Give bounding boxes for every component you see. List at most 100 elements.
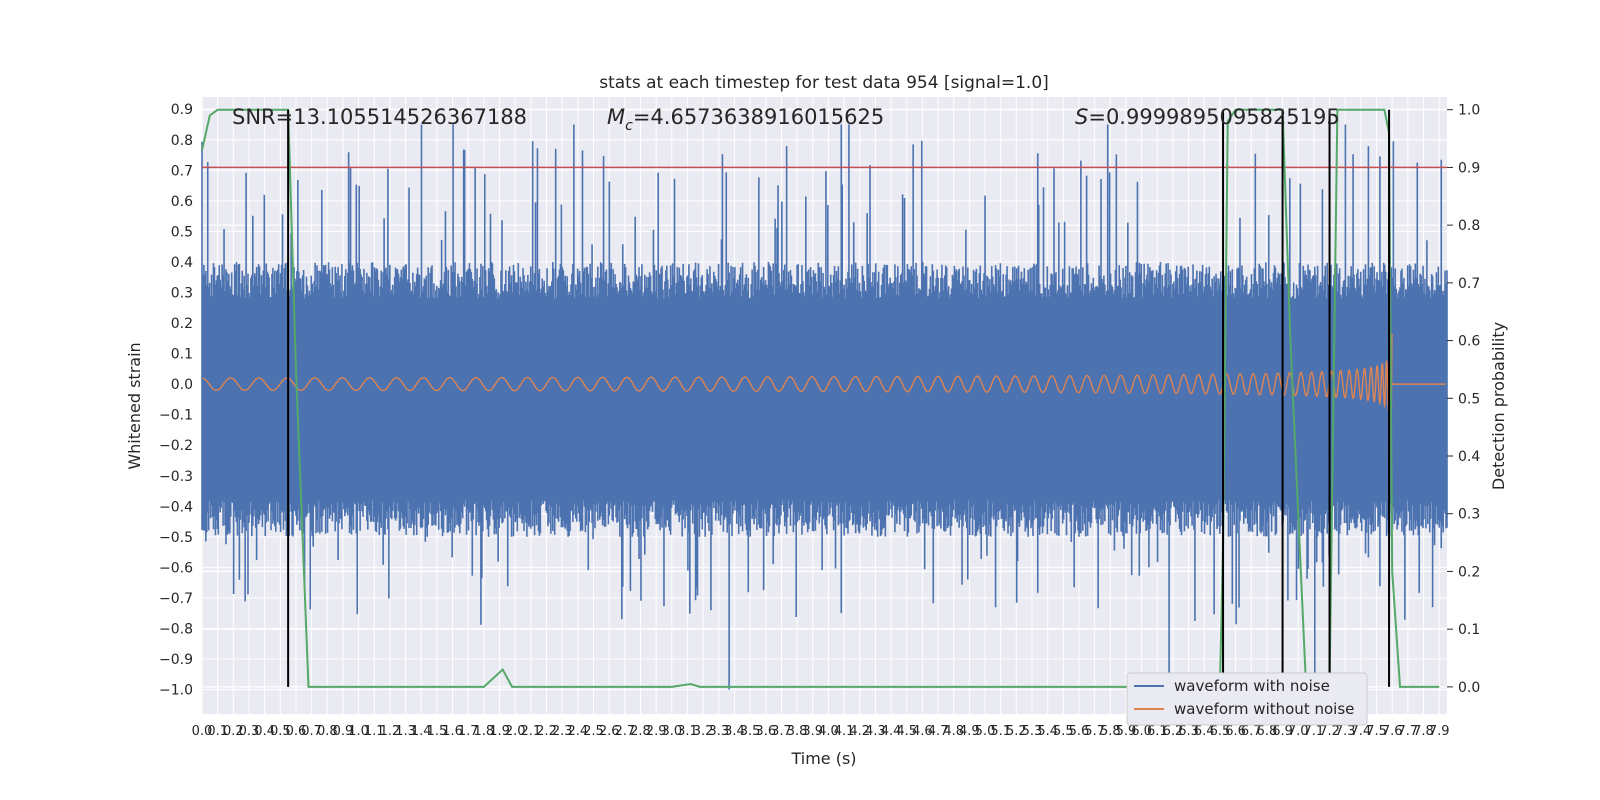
- chart-title: stats at each timestep for test data 954…: [599, 73, 1049, 93]
- x-tick-label: 3.5: [740, 724, 761, 739]
- x-tick-label: 0.2: [223, 724, 244, 739]
- y2-tick-label: 0.9: [1458, 160, 1480, 176]
- y-tick-label: −0.2: [159, 438, 193, 454]
- y2-tick-label: 0.0: [1458, 680, 1480, 696]
- x-tick-label: 0.5: [270, 724, 291, 739]
- y-tick-label: 0.4: [171, 255, 193, 271]
- legend-label-with-noise: waveform with noise: [1174, 677, 1330, 695]
- x-tick-label: 0.6: [286, 724, 307, 739]
- y-tick-label: −0.3: [159, 469, 193, 485]
- x-tick-label: 5.3: [1022, 724, 1043, 739]
- x-tick-label: 6.2: [1163, 724, 1184, 739]
- x-axis-label: Time (s): [790, 749, 856, 768]
- chirp-mass-subscript: c: [625, 118, 633, 134]
- legend-label-without-noise: waveform without noise: [1174, 700, 1354, 718]
- x-tick-label: 7.8: [1413, 724, 1434, 739]
- y-tick-label: −0.8: [159, 621, 193, 637]
- y2-tick-label: 0.5: [1458, 391, 1480, 407]
- y-tick-label: 0.2: [171, 316, 193, 332]
- x-tick-label: 5.7: [1084, 724, 1105, 739]
- y2-tick-label: 0.8: [1458, 218, 1480, 234]
- series-waveform-with-noise: [201, 124, 1448, 690]
- y2-tick-label: 0.2: [1458, 564, 1480, 580]
- x-tick-label: 0.4: [254, 724, 275, 739]
- x-tick-label: 4.0: [818, 724, 839, 739]
- x-tick-label: 3.1: [677, 724, 698, 739]
- x-tick-label: 1.6: [442, 724, 463, 739]
- x-tick-label: 6.0: [1131, 724, 1152, 739]
- x-tick-label: 4.1: [834, 724, 855, 739]
- y2-tick-label: 0.4: [1458, 449, 1480, 465]
- score-annotation: S=0.9999895095825195: [1075, 105, 1340, 129]
- x-tick-label: 0.8: [317, 724, 338, 739]
- x-tick-label: 2.5: [583, 724, 604, 739]
- x-tick-label: 2.4: [568, 724, 589, 739]
- x-tick-label: 4.7: [928, 724, 949, 739]
- y2-tick-label: 0.1: [1458, 622, 1480, 638]
- x-tick-label: 2.6: [599, 724, 620, 739]
- x-tick-label: 6.3: [1178, 724, 1199, 739]
- chirp-mass-annotation: Mc=4.6573638916015625: [607, 105, 884, 134]
- x-tick-label: 6.6: [1225, 724, 1246, 739]
- y-tick-label: 0.8: [171, 133, 193, 149]
- x-tick-label: 7.3: [1335, 724, 1356, 739]
- x-tick-label: 5.1: [990, 724, 1011, 739]
- x-tick-label: 1.1: [364, 724, 385, 739]
- score-value: =0.9999895095825195: [1088, 105, 1339, 129]
- x-tick-label: 3.6: [755, 724, 776, 739]
- x-tick-label: 7.0: [1288, 724, 1309, 739]
- y2-tick-label: 0.7: [1458, 276, 1480, 292]
- vertical-lines: [287, 109, 1391, 687]
- legend: waveform with noise waveform without noi…: [1126, 672, 1368, 726]
- x-tick-label: 2.3: [552, 724, 573, 739]
- x-tick-label: 3.2: [693, 724, 714, 739]
- x-tick-label: 7.9: [1429, 724, 1450, 739]
- x-tick-label: 1.5: [427, 724, 448, 739]
- x-tick-label: 0.0: [192, 724, 213, 739]
- x-tick-label: 5.6: [1069, 724, 1090, 739]
- x-tick-labels: 0.00.10.20.30.40.50.60.70.80.91.01.11.21…: [192, 724, 1450, 739]
- x-tick-label: 2.7: [614, 724, 635, 739]
- x-tick-label: 3.9: [802, 724, 823, 739]
- x-tick-label: 1.4: [411, 724, 432, 739]
- x-tick-label: 2.0: [505, 724, 526, 739]
- y-tick-label: −0.1: [159, 408, 193, 424]
- noise-waveform-line: [201, 124, 1448, 690]
- legend-box: [1126, 672, 1368, 726]
- y-tick-label: −0.6: [159, 560, 193, 576]
- x-tick-label: 0.3: [239, 724, 260, 739]
- x-tick-label: 2.9: [646, 724, 667, 739]
- y-tick-labels: −1.0 −0.9 −0.8 −0.7 −0.6 −0.5 −0.4 −0.3 −0.2 −0.1…: [159, 102, 193, 698]
- x-tick-label: 6.4: [1194, 724, 1215, 739]
- x-tick-label: 1.8: [474, 724, 495, 739]
- y-tick-label: 0.0: [171, 377, 193, 393]
- x-tick-label: 2.1: [521, 724, 542, 739]
- clean-waveform-line: [202, 334, 1446, 420]
- x-tick-label: 6.8: [1257, 724, 1278, 739]
- x-tick-label: 3.8: [787, 724, 808, 739]
- y-axis-label: Whitened strain: [125, 342, 144, 469]
- y-tick-label: −0.9: [159, 652, 193, 668]
- y-tick-label: 0.5: [171, 224, 193, 240]
- x-tick-label: 7.4: [1351, 724, 1372, 739]
- x-tick-label: 5.5: [1053, 724, 1074, 739]
- x-tick-label: 4.2: [849, 724, 870, 739]
- y-tick-label: 0.7: [171, 163, 193, 179]
- y-tick-label: −1.0: [159, 683, 193, 699]
- score-symbol: S: [1075, 105, 1088, 129]
- x-tick-label: 6.1: [1147, 724, 1168, 739]
- x-tick-label: 6.9: [1272, 724, 1293, 739]
- x-tick-label: 7.5: [1366, 724, 1387, 739]
- x-tick-label: 4.3: [865, 724, 886, 739]
- x-tick-label: 1.7: [458, 724, 479, 739]
- y-tick-label: 0.9: [171, 102, 193, 118]
- y-tick-label: 0.1: [171, 347, 193, 363]
- y2-tick-label: 0.3: [1458, 507, 1480, 523]
- x-tick-label: 3.7: [771, 724, 792, 739]
- x-tick-label: 3.3: [708, 724, 729, 739]
- x-tick-label: 0.1: [207, 724, 228, 739]
- y2-tick-labels: 0.0 0.1 0.2 0.3 0.4 0.5 0.6 0.7 0.8 0.9 1.0: [1447, 103, 1480, 696]
- x-tick-label: 5.8: [1100, 724, 1121, 739]
- y-tick-label: −0.7: [159, 591, 193, 607]
